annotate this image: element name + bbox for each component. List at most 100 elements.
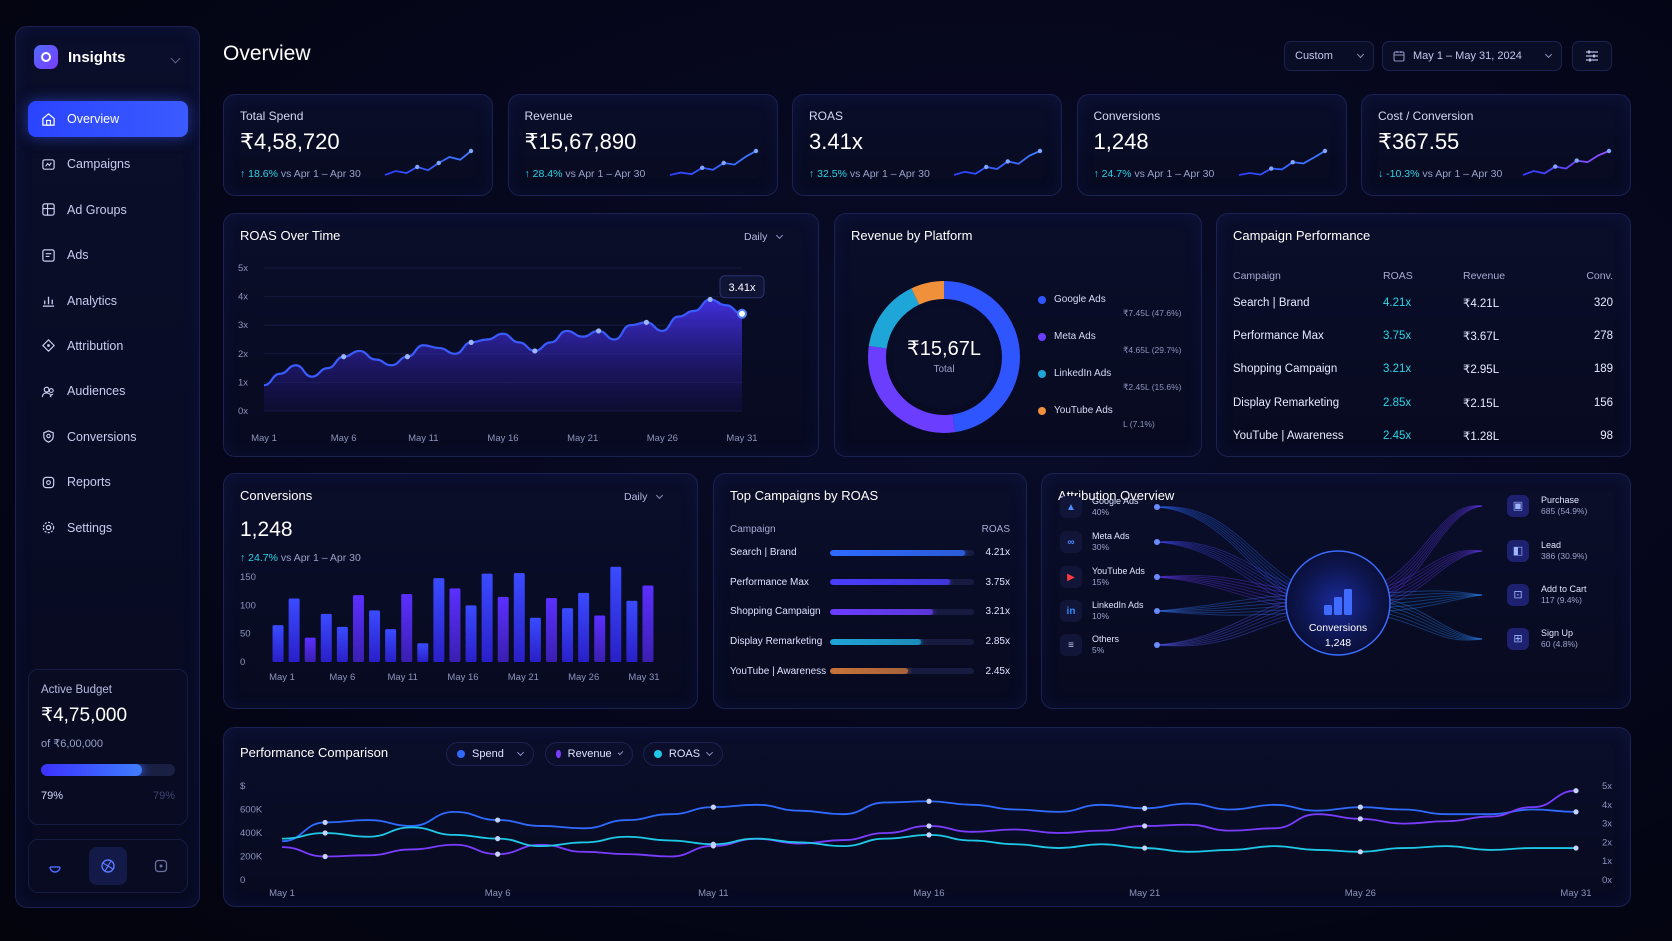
conversions-granularity-value: Daily [624, 491, 648, 503]
sidebar-item-campaigns[interactable]: Campaigns [28, 146, 188, 182]
kpi-card-conversions[interactable]: Conversions 1,248 ↑ 24.7% vs Apr 1 – Apr 3… [1076, 94, 1347, 196]
conv-bar[interactable] [529, 617, 541, 662]
conversions-granularity-select[interactable]: Daily [624, 491, 664, 503]
perf-point [710, 841, 716, 847]
conv-bar[interactable] [401, 594, 413, 662]
attribution-outcome[interactable]: ▣ Purchase 685 (54.9%) [1507, 495, 1587, 517]
table-header-cell[interactable]: Campaign [1233, 270, 1281, 282]
conv-bar[interactable] [433, 578, 445, 662]
chevron-down-icon[interactable] [170, 53, 181, 64]
legend-item[interactable]: Meta Ads [1038, 331, 1096, 342]
perf-xtick: May 6 [485, 888, 511, 899]
legend-item[interactable]: LinkedIn Ads [1038, 368, 1111, 379]
conv-bar[interactable] [288, 598, 300, 662]
attribution-source[interactable]: ▶ YouTube Ads 15% [1060, 566, 1145, 588]
conv-bar[interactable] [272, 625, 284, 662]
kpi-sparkline-point [468, 148, 474, 154]
kpi-card-revenue[interactable]: Revenue ₹15,67,890 ↑ 28.4% vs Apr 1 – Apr … [507, 94, 778, 196]
conv-bar[interactable] [594, 615, 606, 662]
sidebar-item-settings[interactable]: Settings [28, 510, 188, 546]
kpi-card-cost-conversion[interactable]: Cost / Conversion ₹367.55 ↓ -10.3% vs Apr … [1361, 94, 1631, 196]
table-row[interactable]: YouTube | Awareness 2.45x ₹1.28L 98 [1233, 419, 1613, 452]
attribution-source[interactable]: in LinkedIn Ads 10% [1060, 600, 1144, 622]
kpi-title: Revenue [524, 109, 573, 123]
attribution-outcome[interactable]: ◧ Lead 386 (30.9%) [1507, 540, 1587, 562]
series-toggle-roas[interactable]: ROAS [643, 742, 723, 766]
filter-button[interactable] [1572, 41, 1612, 71]
conv-bar[interactable] [562, 608, 574, 662]
table-row[interactable]: Display Remarketing 2.85x ₹2.15L 156 [1233, 386, 1613, 419]
conversions-value: 1,248 [240, 518, 293, 541]
legend-dot [1038, 406, 1046, 415]
table-header-cell[interactable]: Conv. [1586, 270, 1613, 282]
sliders-icon [1586, 50, 1598, 62]
meta-icon: ∞ [1060, 531, 1082, 553]
donut-slice[interactable] [868, 281, 1020, 433]
conv-bar[interactable] [642, 585, 654, 663]
conv-bar[interactable] [417, 643, 429, 662]
conv-bar[interactable] [304, 637, 316, 662]
series-toggle-spend[interactable]: Spend [446, 742, 534, 766]
legend-item[interactable]: Google Ads [1038, 294, 1106, 305]
roas-granularity-select[interactable]: Daily [744, 231, 784, 243]
donut-slice[interactable] [868, 281, 1020, 433]
perf-xtick: May 26 [1345, 888, 1376, 899]
sidebar-item-ads[interactable]: Ads [28, 237, 188, 273]
table-header-cell[interactable]: Revenue [1463, 270, 1506, 282]
top-campaign-row[interactable]: Display Remarketing 2.85x [730, 636, 1010, 647]
series-toggle-revenue[interactable]: Revenue [545, 742, 633, 766]
table-row[interactable]: Search | Brand 4.21x ₹4.21L 320 [1233, 286, 1613, 319]
top-campaign-row[interactable]: Search | Brand 4.21x [730, 547, 1010, 558]
attribution-outcome[interactable]: ⊡ Add to Cart 117 (9.4%) [1507, 584, 1587, 606]
attribution-outcome[interactable]: ⊞ Sign Up 60 (4.8%) [1507, 628, 1578, 650]
attribution-source[interactable]: ▲ Google Ads 40% [1060, 496, 1139, 518]
conversions-bar-chart: 0 50 100 150 May 1 May 6 May 11 May 16 May 21 May… [240, 566, 660, 683]
conv-bar[interactable] [336, 626, 348, 662]
brand[interactable]: Insights [34, 45, 126, 69]
table-row[interactable]: Performance Max 3.75x ₹3.67L 278 [1233, 319, 1613, 352]
conv-bar[interactable] [610, 566, 622, 662]
help-button[interactable] [142, 847, 180, 885]
sidebar-item-ad-groups[interactable]: Ad Groups [28, 192, 188, 228]
conv-bar[interactable] [320, 613, 332, 662]
kpi-delta-value: -10.3% [1386, 168, 1420, 180]
top-campaign-row[interactable]: YouTube | Awareness 2.45x [730, 666, 1010, 677]
conv-bar[interactable] [626, 600, 638, 662]
attribution-source[interactable]: ≡ Others 5% [1060, 634, 1119, 656]
conv-bar[interactable] [369, 610, 381, 662]
conv-bar[interactable] [449, 588, 461, 662]
globe-button[interactable] [88, 847, 127, 885]
conv-bar[interactable] [352, 595, 364, 662]
range-preset-select[interactable]: Custom [1284, 41, 1374, 71]
sidebar-item-overview[interactable]: Overview [28, 101, 188, 137]
perf-point [1142, 823, 1148, 829]
conv-bar[interactable] [578, 592, 590, 662]
conv-bar[interactable] [465, 605, 477, 662]
sidebar-item-attribution[interactable]: Attribution [28, 328, 188, 364]
sidebar-item-audiences[interactable]: Audiences [28, 373, 188, 409]
conv-bar[interactable] [513, 573, 525, 662]
roas-over-time-card: ROAS Over Time Daily 0x 1x 2x 3x 4x 5x 3.41x Ma… [223, 213, 819, 457]
table-row[interactable]: Shopping Campaign 3.21x ₹2.95L 189 [1233, 353, 1613, 386]
sidebar-item-conversions[interactable]: Conversions [28, 419, 188, 455]
conv-bar[interactable] [497, 596, 509, 662]
legend-item[interactable]: YouTube Ads [1038, 405, 1113, 416]
kpi-card-roas[interactable]: ROAS 3.41x ↑ 32.5% vs Apr 1 – Apr 30 [792, 94, 1062, 196]
sidebar-item-analytics[interactable]: Analytics [28, 283, 188, 319]
conv-bar[interactable] [385, 629, 397, 662]
top-campaign-bar-track [829, 668, 975, 675]
date-range-picker[interactable]: May 1 – May 31, 2024 [1382, 41, 1562, 71]
table-header-cell[interactable]: ROAS [1383, 270, 1413, 282]
page-title: Overview [223, 42, 311, 65]
range-preset-value: Custom [1295, 50, 1333, 62]
top-campaign-row[interactable]: Shopping Campaign 3.21x [730, 606, 1010, 617]
kpi-card-total-spend[interactable]: Total Spend ₹4,58,720 ↑ 18.6% vs Apr 1 – A… [223, 94, 493, 196]
top-campaign-row[interactable]: Performance Max 3.75x [730, 577, 1010, 588]
perf-ytick-right: 2x [1602, 837, 1612, 848]
conv-bar[interactable] [481, 573, 493, 662]
sidebar-item-reports[interactable]: Reports [28, 464, 188, 500]
attribution-source[interactable]: ∞ Meta Ads 30% [1060, 531, 1130, 553]
perf-point [926, 832, 932, 838]
conv-bar[interactable] [545, 597, 557, 662]
theme-button[interactable] [36, 847, 74, 885]
